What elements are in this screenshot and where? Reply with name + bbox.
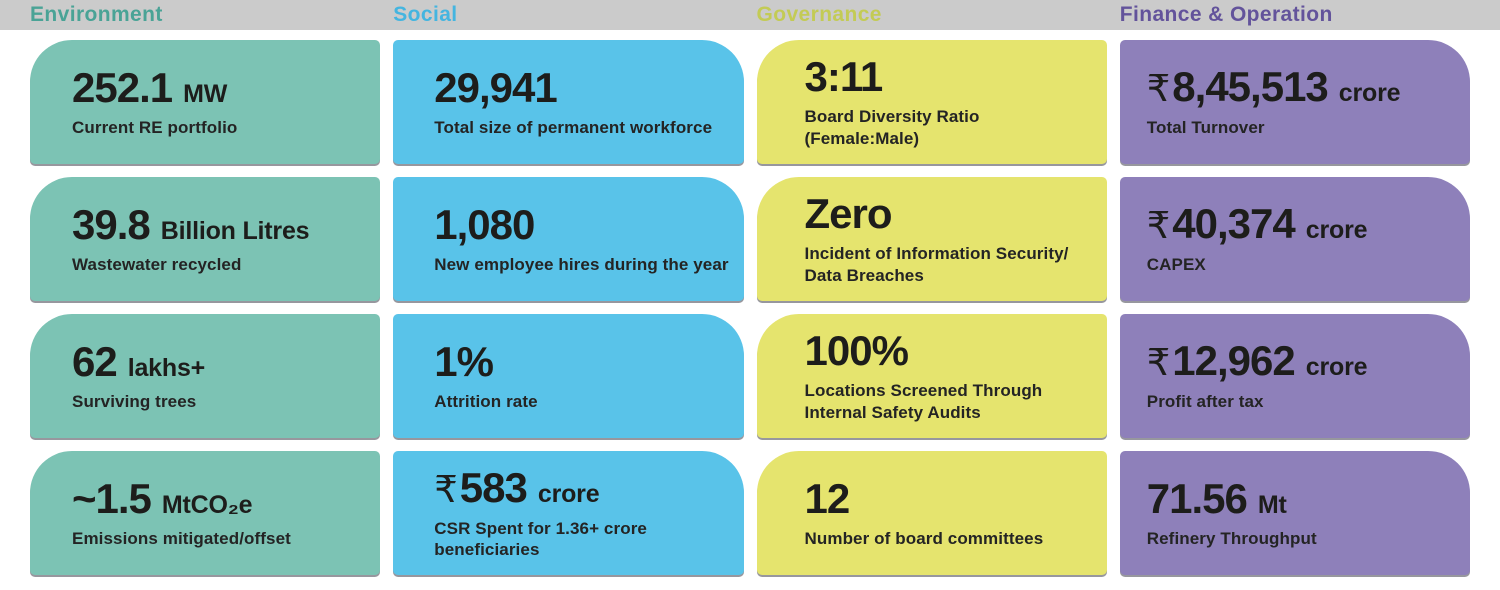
metric-value: ~1.5 xyxy=(72,474,152,522)
metric-caption: New employee hires during the year xyxy=(434,254,729,274)
metric-caption: Total size of permanent workforce xyxy=(434,117,713,137)
metric-caption: Number of board committees xyxy=(804,528,1044,548)
metric-value-row: Zero xyxy=(805,192,1097,236)
metric-value-row: 39.8 Billion Litres xyxy=(72,200,370,248)
metric-value: 29,941 xyxy=(434,63,557,111)
metric-card-data-breaches: Zero Incident of Information Security/ D… xyxy=(756,177,1107,301)
metric-caption: Wastewater recycled xyxy=(72,254,242,274)
column-header-finance-operation: Finance & Operation xyxy=(1119,3,1333,26)
metric-value-row: ₹ 583 crore xyxy=(434,463,733,511)
metric-card-emissions-mitigated: ~1.5 MtCO₂e Emissions mitigated/offset xyxy=(30,451,381,575)
metric-unit: Billion Litres xyxy=(160,216,310,245)
metric-card-workforce: 29,941 Total size of permanent workforce xyxy=(393,40,744,164)
metric-card-profit-after-tax: ₹ 12,962 crore Profit after tax xyxy=(1119,314,1470,438)
metric-value: 583 xyxy=(459,463,528,511)
metric-value: 252.1 xyxy=(72,63,173,111)
metric-value: 12 xyxy=(804,474,851,522)
metric-card-attrition: 1% Attrition rate xyxy=(393,314,744,438)
column-finance-operation: ₹ 8,45,513 crore Total Turnover ₹ 40,374… xyxy=(1119,40,1470,575)
metric-value-row: 62 lakhs+ xyxy=(72,337,370,385)
metric-card-csr-spend: ₹ 583 crore CSR Spent for 1.36+ crore be… xyxy=(393,451,744,575)
metric-value: 62 xyxy=(72,337,118,385)
metric-caption: Incident of Information Security/ Data B… xyxy=(804,244,1069,285)
metric-value-row: ₹ 40,374 crore xyxy=(1147,202,1460,247)
column-header-governance: Governance xyxy=(756,3,882,26)
metric-card-surviving-trees: 62 lakhs+ Surviving trees xyxy=(30,314,381,438)
metric-caption: Locations Screened Through Internal Safe… xyxy=(804,381,1043,422)
metric-value: 40,374 xyxy=(1172,200,1295,248)
metric-caption: Attrition rate xyxy=(434,391,538,411)
metric-value-row: 252.1 MW xyxy=(72,63,370,111)
metric-caption: Emissions mitigated/offset xyxy=(72,528,291,548)
metric-card-safety-audits: 100% Locations Screened Through Internal… xyxy=(756,314,1107,438)
rupee-prefix: ₹ xyxy=(1146,205,1171,247)
metric-value: 3:11 xyxy=(804,53,884,101)
column-governance: 3:11 Board Diversity Ratio (Female:Male)… xyxy=(756,40,1107,575)
metric-value: 71.56 xyxy=(1146,474,1248,522)
metric-value-row: ₹ 12,962 crore xyxy=(1147,339,1460,384)
metric-caption: Refinery Throughput xyxy=(1146,528,1317,548)
rupee-prefix: ₹ xyxy=(1146,68,1171,110)
metric-value: 1,080 xyxy=(434,200,535,248)
metric-value-row: 71.56 Mt xyxy=(1146,474,1460,522)
column-header-social: Social xyxy=(393,3,458,26)
metric-unit: MtCO₂e xyxy=(161,490,253,519)
metric-caption: Board Diversity Ratio (Female:Male) xyxy=(804,107,980,148)
metric-unit: MW xyxy=(183,79,228,108)
metric-value-row: 100% xyxy=(805,329,1097,373)
metric-value: Zero xyxy=(804,190,893,238)
column-header-environment: Environment xyxy=(30,3,163,26)
metrics-grid: 252.1 MW Current RE portfolio 39.8 Billi… xyxy=(0,30,1500,575)
metric-caption: Profit after tax xyxy=(1146,392,1264,412)
metric-card-new-hires: 1,080 New employee hires during the year xyxy=(393,177,744,301)
metric-caption: Current RE portfolio xyxy=(72,117,238,137)
metric-value-row: 1% xyxy=(434,337,733,385)
metric-unit: lakhs+ xyxy=(127,353,206,382)
metric-unit: Mt xyxy=(1257,490,1287,519)
metric-card-capex: ₹ 40,374 crore CAPEX xyxy=(1119,177,1470,301)
rupee-prefix: ₹ xyxy=(434,468,458,510)
metric-unit: crore xyxy=(1338,79,1401,108)
header-bar: Environment Social Governance Finance & … xyxy=(0,0,1500,30)
column-environment: 252.1 MW Current RE portfolio 39.8 Billi… xyxy=(30,40,381,575)
metric-card-re-portfolio: 252.1 MW Current RE portfolio xyxy=(30,40,381,164)
metric-value-row: ~1.5 MtCO₂e xyxy=(72,474,370,522)
rupee-prefix: ₹ xyxy=(1146,342,1171,384)
metric-value-row: 3:11 xyxy=(805,55,1097,99)
metric-value-row: 29,941 xyxy=(434,63,733,111)
column-social: 29,941 Total size of permanent workforce… xyxy=(393,40,744,575)
metric-unit: crore xyxy=(1305,216,1368,245)
metric-value: 100% xyxy=(804,327,909,375)
metric-card-board-diversity: 3:11 Board Diversity Ratio (Female:Male) xyxy=(756,40,1107,164)
metric-value: 1% xyxy=(434,337,494,385)
metric-unit: crore xyxy=(1305,353,1368,382)
metric-unit: crore xyxy=(537,479,600,508)
metric-card-refinery-throughput: 71.56 Mt Refinery Throughput xyxy=(1119,451,1470,575)
metric-card-wastewater: 39.8 Billion Litres Wastewater recycled xyxy=(30,177,381,301)
metric-value-row: 12 xyxy=(804,474,1097,522)
metric-value: 8,45,513 xyxy=(1172,63,1328,111)
metric-value-row: 1,080 xyxy=(434,200,733,248)
metric-value: 12,962 xyxy=(1172,337,1295,385)
metric-caption: Surviving trees xyxy=(72,391,197,411)
metric-caption: CSR Spent for 1.36+ crore beneficiaries xyxy=(434,518,647,559)
metric-caption: CAPEX xyxy=(1146,255,1206,275)
metric-card-board-committees: 12 Number of board committees xyxy=(756,451,1107,575)
metric-card-total-turnover: ₹ 8,45,513 crore Total Turnover xyxy=(1119,40,1470,164)
metric-value: 39.8 xyxy=(72,200,151,248)
metric-value-row: ₹ 8,45,513 crore xyxy=(1147,65,1460,110)
metric-caption: Total Turnover xyxy=(1146,118,1265,138)
